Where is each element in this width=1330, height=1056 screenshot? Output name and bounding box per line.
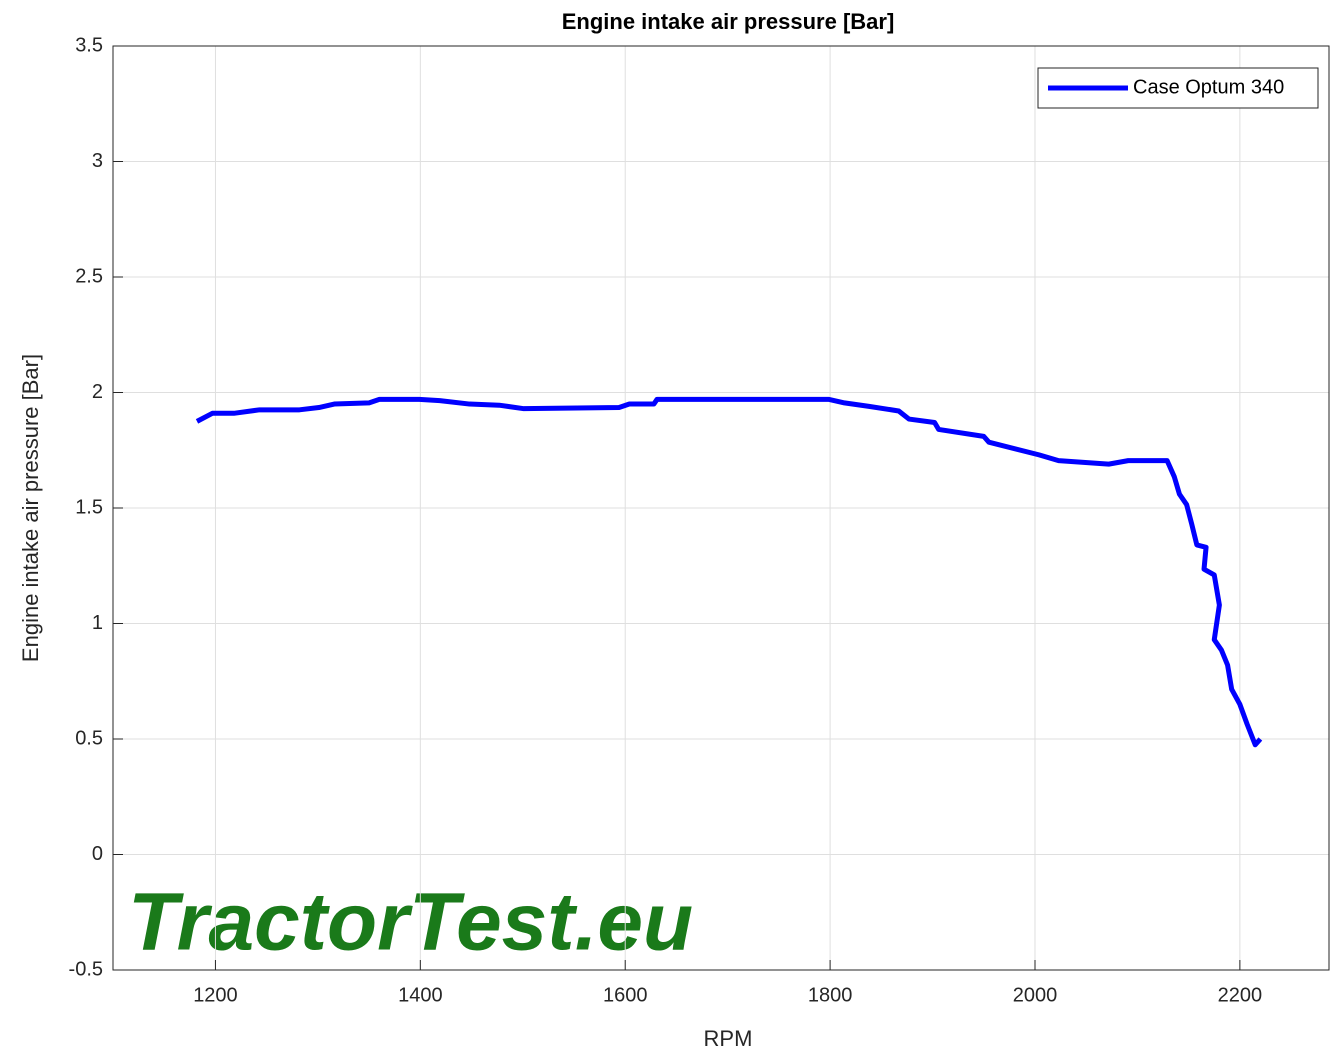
x-tick-label: 1400: [398, 984, 443, 1006]
y-tick-label: 3: [92, 150, 103, 172]
y-tick-label: -0.5: [69, 958, 103, 980]
y-tick-label: 2: [92, 381, 103, 403]
x-tick-label: 1600: [603, 984, 648, 1006]
y-tick-label: 0: [92, 843, 103, 865]
y-tick-label: 3.5: [75, 34, 103, 56]
y-tick-label: 1.5: [75, 496, 103, 518]
y-axis-label: Engine intake air pressure [Bar]: [18, 354, 43, 662]
watermark: TractorTest.eu: [128, 877, 693, 968]
x-tick-label: 1200: [193, 984, 238, 1006]
data-line: [195, 396, 1263, 748]
x-tick-label: 2200: [1218, 984, 1263, 1006]
x-tick-label: 1800: [808, 984, 853, 1006]
chart-title: Engine intake air pressure [Bar]: [562, 9, 895, 34]
legend-label: Case Optum 340: [1133, 76, 1284, 98]
x-tick-label: 2000: [1013, 984, 1058, 1006]
y-tick-label: 1: [92, 612, 103, 634]
x-axis-label: RPM: [704, 1026, 753, 1051]
plot-frame: [112, 45, 1330, 971]
y-tick-label: 0.5: [75, 727, 103, 749]
y-tick-label: 2.5: [75, 265, 103, 287]
